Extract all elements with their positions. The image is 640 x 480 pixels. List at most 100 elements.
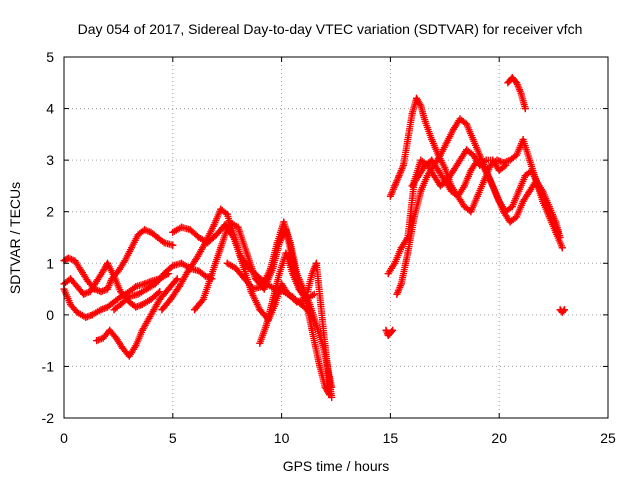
data-point [93,337,101,345]
data-point [173,275,181,283]
data-point [508,74,516,82]
data-point [73,308,81,316]
data-point [64,254,72,262]
data-point [515,187,523,195]
data-point [526,187,534,195]
x-tick-label: 25 [600,430,616,446]
data-point [325,378,333,386]
x-tick-label: 5 [169,430,177,446]
y-tick-labels: -2 -1 0 1 2 3 4 5 [42,49,55,426]
data-point [421,161,429,169]
series-arc-12 [382,326,397,339]
data-point [489,182,497,190]
series-arc-16 [408,136,566,252]
data-point [125,293,133,301]
data-point [513,213,521,221]
data-point [434,166,442,174]
data-point [397,244,405,252]
data-point [67,301,75,309]
data-point [225,218,233,226]
data-point [104,285,112,293]
data-point [312,259,320,267]
data-point [284,290,292,298]
data-point [441,164,449,172]
data-point [282,249,290,257]
data-point [193,254,201,262]
data-point [391,182,399,190]
data-point [384,270,392,278]
data-point [164,285,172,293]
data-point [175,282,183,290]
x-tick-label: 15 [383,430,399,446]
data-point [513,151,521,159]
data-point [223,210,231,218]
data-point [154,234,162,241]
data-point [156,288,164,296]
data-point [77,267,85,275]
data-point [519,197,527,205]
x-axis-label: GPS time / hours [283,458,390,474]
data-point [251,275,259,283]
data-point [447,187,455,195]
series-arc-15 [393,115,562,298]
x-tick-labels: 0 5 10 15 20 25 [60,430,616,446]
y-tick-label: 0 [46,307,54,323]
data-point [521,172,529,180]
data-point [399,161,407,169]
data-point [147,295,155,303]
data-point [267,264,275,272]
data-point [99,334,107,342]
data-point [469,136,477,144]
data-point [526,156,534,164]
data-point [508,203,516,211]
data-point [223,259,231,267]
plot-frame [63,56,609,419]
data-point [262,321,270,329]
data-point [160,239,168,247]
data-point [421,117,429,125]
data-point [110,272,118,280]
data-point [273,239,281,247]
series-trace [393,115,562,298]
data-point [382,326,390,334]
data-point [328,393,336,401]
data-point [441,177,449,185]
data-point [147,311,155,319]
data-point [241,275,249,283]
data-point [460,182,468,190]
data-point [201,272,209,280]
series-arc-11 [304,259,336,401]
data-point [147,228,155,236]
data-point [308,326,316,334]
data-point [295,285,303,293]
data-point [500,159,508,167]
data-point [486,161,494,169]
data-point [238,259,246,267]
data-point [208,270,216,278]
data-point [275,270,283,278]
data-point [232,264,240,272]
data-point [88,311,96,319]
data-point [234,223,242,231]
data-point [473,192,481,200]
data-point [204,239,212,247]
data-point [106,326,114,334]
data-point [404,136,412,144]
data-point [132,282,140,290]
series-arc-10 [256,249,333,399]
data-point [308,270,316,278]
data-point [97,306,105,314]
data-point [495,197,503,205]
data-point [73,282,81,290]
data-point [104,303,112,311]
data-point [141,280,149,288]
data-point [410,213,418,221]
data-point [178,259,186,267]
data-point [191,306,199,314]
data-point [138,326,146,334]
data-point [258,282,266,290]
data-point [132,303,140,311]
data-point [169,228,177,236]
data-point [506,218,514,226]
data-point [317,301,325,309]
